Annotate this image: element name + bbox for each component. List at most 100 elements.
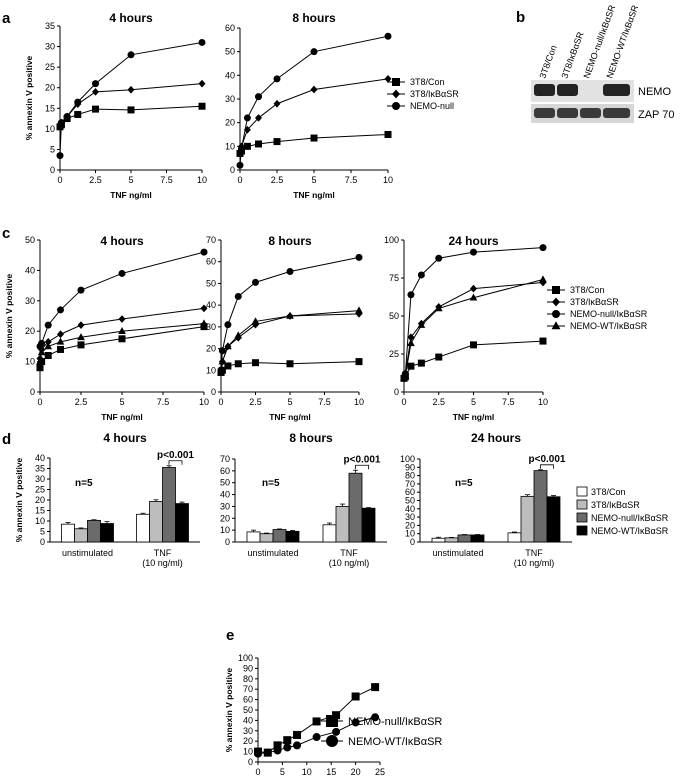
- legend-marker-3t8-con: [392, 78, 400, 86]
- data-point-nemo-null-i-b-sr: [283, 736, 292, 745]
- data-point-nemo-null: [57, 119, 65, 127]
- bar-3t8-con: [322, 524, 337, 543]
- legend-marker-3t8-i-b-sr: [392, 89, 400, 99]
- x-tick-label: 2.5: [249, 397, 262, 407]
- data-point-nemo-wt-i-b-sr: [37, 348, 46, 356]
- bar-nemo-wt-i-b-sr: [546, 496, 561, 543]
- chart-title: 8 hours: [289, 431, 333, 445]
- legend-label: NEMO-WT/IκBαSR: [348, 736, 442, 748]
- data-point-3t8-i-b-sr: [273, 99, 281, 108]
- data-point-nemo-wt-i-b-sr: [401, 371, 410, 379]
- data-point-nemo-wt-i-b-sr: [417, 320, 426, 328]
- y-tick-label: 40: [225, 70, 235, 80]
- data-point-nemo-wt-i-b-sr: [371, 713, 380, 722]
- y-tick-label: 20: [25, 326, 35, 336]
- legend-marker-nemo-wt-i-b-sr: [551, 321, 561, 330]
- y-tick-label: 60: [225, 23, 235, 33]
- y-tick-label: 10: [225, 141, 235, 151]
- data-point-nemo-wt-i-b-sr: [44, 342, 53, 350]
- y-tick-label: 30: [35, 474, 45, 484]
- x-tick-label: 0: [255, 767, 260, 777]
- data-point-nemo-null-i-b-sr: [224, 321, 232, 329]
- data-point-nemo-wt-i-b-sr: [407, 339, 415, 347]
- data-point-nemo-wt-i-b-sr: [224, 342, 232, 350]
- panel-letter-a: a: [2, 10, 11, 27]
- x-tick-label: 5: [471, 397, 476, 407]
- data-point-3t8-i-b-sr: [198, 79, 206, 88]
- y-tick-label: 10: [243, 747, 253, 757]
- y-tick-label: 40: [405, 504, 415, 514]
- bar-3t8-con: [431, 537, 446, 543]
- x-tick-label: 7.5: [502, 397, 515, 407]
- data-point-nemo-wt-i-b-sr: [312, 733, 321, 742]
- legend-label: NEMO-WT/IκBαSR: [591, 526, 669, 536]
- y-tick-label: 70: [206, 235, 216, 245]
- x-tick-label: 10: [538, 397, 548, 407]
- category-label: TNF: [340, 548, 358, 558]
- y-tick-label: 90: [243, 663, 253, 673]
- data-point-nemo-wt-i-b-sr: [286, 311, 294, 319]
- y-tick-label: 60: [405, 487, 415, 497]
- x-tick-label: 10: [199, 397, 209, 407]
- data-point-nemo-wt-i-b-sr: [469, 293, 478, 301]
- y-tick-label: 20: [206, 344, 216, 354]
- data-point-3t8-con: [470, 341, 477, 349]
- category-label: unstimulated: [62, 548, 113, 558]
- data-point-nemo-null: [236, 161, 244, 169]
- data-point-3t8-i-b-sr: [355, 309, 363, 318]
- data-point-nemo-wt-i-b-sr: [77, 333, 85, 341]
- y-tick-label: 75: [389, 273, 399, 283]
- y-tick-label: 10: [45, 124, 55, 134]
- legend-label: 3T8/IκBαSR: [570, 297, 619, 307]
- bar-nemo-null-i-b-sr: [348, 472, 363, 543]
- data-point-nemo-wt-i-b-sr: [118, 327, 126, 334]
- bar-3t8-con: [136, 513, 150, 543]
- x-tick-label: 7.5: [345, 175, 358, 185]
- data-point-nemo-null-i-b-sr: [252, 278, 259, 286]
- y-tick-label: 10: [35, 516, 45, 526]
- blot-band: [603, 108, 630, 118]
- y-tick-label: 0: [40, 537, 45, 547]
- y-tick-label: 50: [25, 235, 35, 245]
- y-tick-label: 70: [220, 454, 230, 464]
- p-value-label: p<0.001: [344, 454, 381, 465]
- y-tick-label: 70: [243, 684, 253, 694]
- x-tick-label: 15: [326, 767, 336, 777]
- data-point-nemo-null: [127, 51, 135, 59]
- category-label: (10 ng/ml): [514, 558, 555, 568]
- y-tick-label: 35: [45, 21, 55, 31]
- y-tick-label: 50: [206, 278, 216, 288]
- x-tick-label: 20: [351, 767, 361, 777]
- blot-band: [557, 108, 578, 118]
- data-point-nemo-null: [255, 93, 262, 101]
- x-tick-label: 10: [354, 397, 364, 407]
- p-value-label: p<0.001: [157, 450, 194, 461]
- x-axis-label: TNF ng/ml: [293, 190, 335, 200]
- data-point-3t8-con: [77, 341, 85, 349]
- chart-title: 24 hours: [448, 234, 498, 248]
- bar-nemo-null-i-b-sr: [272, 529, 287, 543]
- x-axis-label: TNF ng/ml: [101, 412, 143, 422]
- data-point-nemo-wt-i-b-sr: [200, 319, 208, 327]
- data-point-nemo-wt-i-b-sr: [293, 741, 302, 750]
- legend-label: 3T8/Con: [591, 487, 626, 497]
- x-tick-label: 5: [311, 175, 316, 185]
- y-tick-label: 40: [206, 300, 216, 310]
- y-tick-label: 20: [45, 83, 55, 93]
- legend-label: NEMO-null/IκBαSR: [570, 309, 648, 319]
- data-point-nemo-null-i-b-sr: [44, 321, 52, 329]
- data-point-3t8-i-b-sr: [92, 87, 99, 96]
- bar-3t8-i-b-sr: [335, 506, 350, 543]
- significance-bracket: [168, 460, 183, 465]
- data-point-nemo-null: [74, 98, 82, 106]
- blot-lane-label: 3T8/IκBαSR: [559, 30, 585, 80]
- y-tick-label: 50: [389, 311, 399, 321]
- series-line-nemo-null: [239, 35, 389, 166]
- legend-swatch-3t8-con: [576, 486, 588, 497]
- data-point-nemo-wt-i-b-sr: [332, 727, 341, 736]
- y-tick-label: 80: [243, 674, 253, 684]
- y-tick-label: 60: [243, 695, 253, 705]
- y-tick-label: 80: [405, 471, 415, 481]
- western-blot: 3T8/Con 3T8/IκBαSR NEMO-null/IκBαSR NEMO…: [531, 3, 675, 123]
